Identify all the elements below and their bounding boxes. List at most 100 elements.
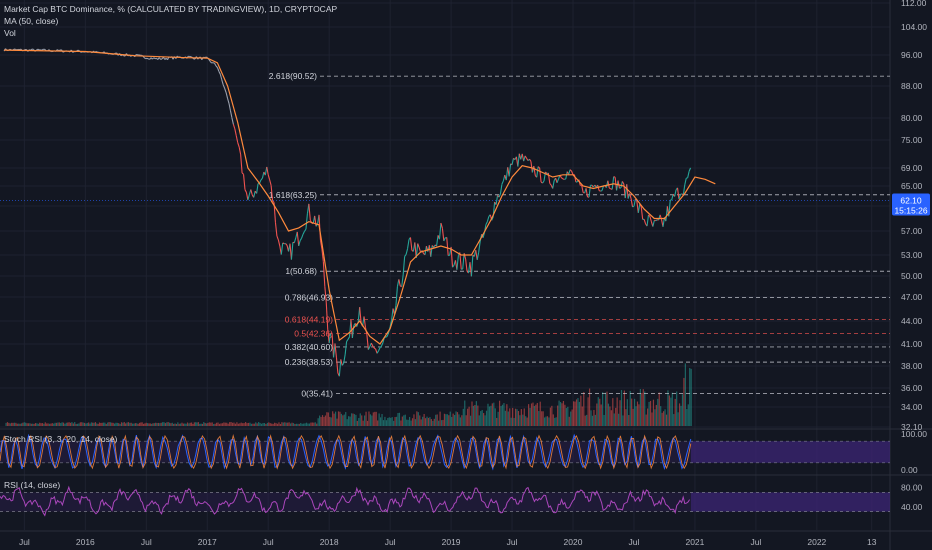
volume-bar [287, 422, 289, 426]
price-segment [152, 57, 155, 60]
volume-bar [168, 422, 171, 426]
y-tick-label: 88.00 [901, 81, 923, 91]
price-segment [404, 254, 407, 257]
volume-bar [330, 417, 332, 426]
volume-bar [397, 412, 399, 426]
volume-bar [167, 422, 169, 426]
y-tick-label: 38.00 [901, 361, 923, 371]
price-segment [491, 216, 494, 221]
volume-bar [684, 363, 686, 426]
price-segment [452, 264, 455, 268]
volume-bar [93, 422, 95, 426]
volume-bar [22, 422, 24, 426]
volume-bar [46, 423, 48, 426]
volume-bar [65, 422, 67, 426]
price-segment [216, 67, 220, 72]
volume-bar [88, 422, 90, 426]
price-segment [76, 49, 79, 52]
volume-bar [398, 412, 401, 426]
price-segment [686, 177, 688, 179]
volume-bar [581, 406, 583, 426]
volume-bar [424, 418, 427, 426]
volume-bar [680, 405, 682, 426]
price-segment [350, 319, 353, 339]
volume-bar [260, 423, 263, 426]
volume-bar [224, 422, 226, 426]
volume-bar [353, 414, 356, 426]
volume-bar [417, 412, 419, 426]
volume-bar [583, 392, 585, 426]
volume-bar [539, 401, 541, 426]
volume-bar [27, 423, 30, 426]
volume-bar [108, 422, 110, 426]
volume-bar [142, 423, 145, 426]
volume-bar [623, 390, 626, 426]
rsi-label: RSI (14, close) [4, 480, 61, 490]
volume-bar [304, 423, 306, 426]
volume-bar [81, 422, 83, 426]
ma-indicator-label: MA (50, close) [4, 16, 59, 26]
volume-bar [320, 416, 322, 426]
volume-bar [278, 422, 280, 426]
volume-bar [361, 415, 363, 426]
price-segment [409, 237, 413, 251]
volume-bar [559, 402, 562, 426]
price-series [3, 48, 692, 377]
volume-bar [410, 420, 412, 426]
volume-bar [178, 423, 180, 426]
volume-bar [152, 423, 154, 426]
price-segment [389, 320, 393, 328]
volume-bar [68, 422, 70, 426]
y-tick-label: 112.00 [901, 0, 927, 8]
y-tick-label: 44.00 [901, 316, 923, 326]
price-segment [581, 185, 584, 193]
volume-bar [574, 401, 576, 426]
volume-bar [83, 422, 86, 426]
price-segment [260, 177, 263, 181]
volume-bar [107, 422, 109, 426]
volume-bar [274, 422, 276, 426]
volume-bar [535, 404, 537, 426]
price-segment [234, 128, 237, 136]
price-segment [370, 342, 374, 347]
price-segment [626, 184, 629, 199]
volume-bar [185, 423, 187, 426]
volume-bar [375, 411, 377, 426]
volume-bar [426, 416, 428, 426]
price-segment [395, 286, 398, 306]
volume-bar [214, 423, 216, 426]
volume-bar [467, 408, 469, 426]
price-segment [272, 200, 275, 203]
price-segment [465, 258, 468, 272]
volume-bar [288, 422, 290, 426]
volume-bar [420, 419, 422, 426]
volume-bar [359, 413, 361, 426]
volume-bar [407, 419, 409, 426]
volume-indicator-label: Vol [4, 28, 16, 38]
volume-bar [590, 410, 592, 426]
volume-bar [18, 423, 20, 426]
volume-bar [490, 405, 492, 426]
x-tick-label: Jul [750, 537, 761, 547]
volume-bars [5, 363, 692, 426]
price-segment [238, 147, 242, 155]
price-segment [482, 232, 486, 238]
volume-bar [690, 368, 692, 426]
price-segment [524, 155, 528, 159]
price-segment [209, 60, 213, 64]
price-segment [228, 103, 232, 111]
volume-bar [213, 423, 215, 426]
volume-bar [626, 399, 628, 426]
price-segment [556, 178, 560, 183]
volume-bar [175, 423, 178, 426]
volume-bar [48, 423, 51, 426]
volume-bar [543, 417, 546, 426]
price-segment [620, 181, 623, 189]
price-segment [324, 286, 327, 303]
volume-bar [606, 391, 608, 426]
volume-bar [588, 388, 591, 426]
price-segment [405, 248, 409, 255]
volume-bar [134, 423, 136, 426]
volume-bar [50, 423, 52, 426]
